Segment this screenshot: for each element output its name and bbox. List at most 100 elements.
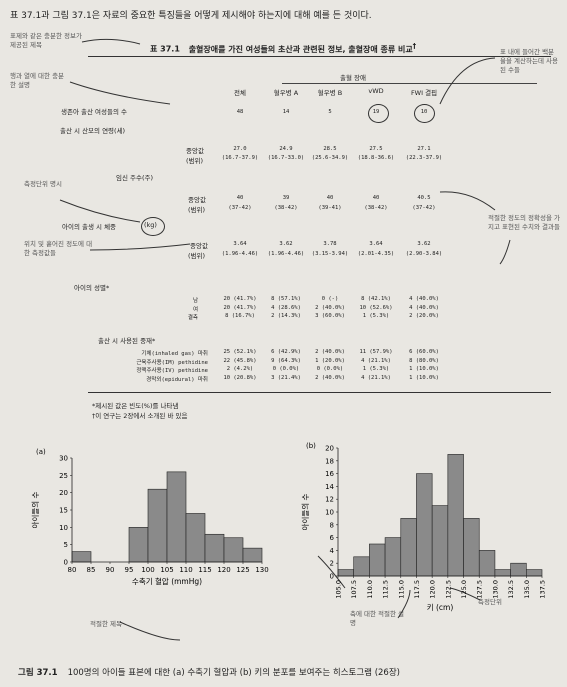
x-tick-label: 125 (236, 566, 249, 574)
note-location-spread: 위치 및 흩어진 정도에 대한 측정값들 (24, 240, 93, 257)
sex-cell: 8 (16.7%) (225, 313, 255, 319)
sex-cell: 2 (14.3%) (271, 313, 301, 319)
y-tick-label: 6 (330, 534, 335, 542)
cell-weight-ranges: (3.15-3.94) (311, 251, 349, 257)
histogram-bar (463, 518, 480, 577)
y-tick-label: 0 (330, 573, 334, 581)
cell-age-ranges: (16.7-37.9) (221, 155, 259, 161)
cell-weight-medians: 3.64 (369, 241, 383, 247)
histogram-bar (71, 551, 92, 563)
histogram-bar (353, 556, 370, 577)
cell-age-medians: 27.0 (233, 146, 247, 152)
y-tick-label: 14 (325, 483, 334, 491)
intervention-row-label: 정맥주사용(IV) pethidine (136, 368, 208, 374)
cell-survivors: 48 (236, 109, 244, 115)
cell-weight-medians: 3.78 (323, 241, 337, 247)
arrow-rows (69, 81, 171, 105)
cell-age-medians: 27.5 (369, 146, 383, 152)
histogram-bar (431, 505, 449, 577)
cell-weight-medians: 3.64 (233, 241, 247, 247)
arrow-units-b (449, 587, 481, 601)
circle-mark-vwd (368, 104, 389, 123)
cell-age-ranges: (18.8-36.6) (357, 155, 395, 161)
table-title-text: 출혈장애를 가진 여성들의 초산과 관련된 정보, 출혈장애 종류 비교 (188, 44, 413, 54)
intervention-cell: 1 (10.0%) (409, 374, 439, 381)
sex-cell: 2 (20.0%) (409, 313, 439, 319)
y-tick-label: 25 (59, 472, 68, 480)
histogram-bar (384, 537, 402, 577)
cell-survivors: 5 (328, 109, 332, 115)
y-tick-label: 30 (59, 455, 68, 463)
cell-gest-ranges: (39-41) (318, 205, 342, 211)
arrow-chart-title (119, 621, 181, 641)
figure-number: 그림 37.1 (18, 668, 58, 678)
y-tick-label: 2 (330, 560, 334, 568)
intervention-cell: 6 (60.0%) (409, 349, 439, 355)
histogram-bar (204, 533, 225, 563)
intervention-cell: 22 (45.8%) (223, 357, 257, 364)
histogram-bar (447, 454, 464, 577)
note-axis-labels: 축에 대한 적절한 설명 (350, 610, 405, 627)
histogram-bar (478, 550, 496, 577)
sex-cell: 4 (28.6%) (271, 304, 301, 311)
intervention-cell: 2 (4.2%) (226, 366, 254, 372)
histogram-bar (526, 569, 543, 577)
y-tick-label: 0 (64, 559, 68, 567)
sex-cell: 20 (41.7%) (223, 304, 257, 311)
note-percent-counts: 표 내에 들어간 백분율을 계산하는데 사용된 수들 (500, 48, 558, 74)
cell-weight-ranges: (1.96-4.46) (221, 251, 259, 257)
histogram-bar (494, 569, 511, 577)
y-tick-label: 8 (330, 521, 334, 529)
y-tick-label: 18 (325, 457, 334, 465)
footnote-2: †이 연구는 2장에서 소개된 바 있음 (92, 412, 188, 420)
x-axis-label: 수축기 혈압 (mmHg) (132, 576, 202, 586)
cell-age-ranges: (25.6-34.9) (311, 155, 349, 161)
birth-weight-label: 아이의 출생 시 체중 (62, 223, 117, 231)
x-tick-label: 132.5 (507, 580, 515, 599)
histogram-bar (185, 513, 206, 563)
histogram-bar (147, 488, 168, 563)
cell-age-medians: 27.1 (417, 146, 431, 152)
intervention-cell: 10 (20.8%) (223, 374, 257, 381)
table-dagger: † (412, 42, 417, 50)
cell-gest-medians: 40 (236, 195, 244, 201)
sex-cell: 2 (40.0%) (315, 304, 345, 311)
sex-row-label: 여 (192, 306, 198, 313)
intervention-cell: 25 (52.1%) (223, 349, 257, 355)
cell-weight-medians: 3.62 (417, 241, 431, 247)
circle-mark-kg (141, 217, 165, 236)
intervention-row-label: 기체(inhaled gas) 마취 (141, 351, 208, 357)
intervention-cell: 8 (80.0%) (409, 357, 439, 364)
arrow-units (59, 199, 141, 223)
x-tick-label: 120.0 (429, 580, 437, 599)
intervention-cell: 1 (20.0%) (315, 357, 345, 364)
cell-gest-ranges: (37-42) (228, 205, 252, 211)
age-range-label: (범위) (186, 157, 204, 165)
table-title: 표 37.1 출혈장애를 가진 여성들의 초산과 관련된 정보, 출혈장애 종류… (150, 42, 416, 55)
x-tick-label: 95 (125, 566, 134, 574)
x-tick-label: 107.5 (350, 580, 358, 599)
cell-gest-medians: 40 (326, 195, 334, 201)
group-header-rule (282, 83, 537, 84)
x-tick-label: 137.5 (539, 580, 547, 599)
x-tick-label: 130.0 (491, 580, 499, 599)
table-top-rule (88, 56, 551, 57)
intervention-cell: 11 (57.9%) (359, 349, 393, 355)
cell-survivors: 14 (282, 109, 290, 115)
circle-mark-fwi (414, 104, 435, 123)
y-axis-label: 아이들의 수 (30, 491, 40, 528)
x-tick-label: 130 (255, 566, 268, 574)
histogram-blood-pressure: (a) 0 5 10 15 20 25 30 80 85 90 95 100 105 110 115 120 12… (30, 448, 269, 586)
histogram-bar (400, 518, 417, 577)
cell-gest-medians: 40.5 (417, 195, 431, 201)
table-number: 표 37.1 (150, 44, 180, 54)
histogram-bar (223, 537, 244, 563)
column-header: 혈우병 A (273, 89, 299, 97)
histogram-bar (510, 562, 527, 577)
x-tick-label: 115.0 (397, 580, 405, 599)
y-tick-label: 4 (330, 547, 335, 555)
x-tick-label: 127.5 (476, 580, 484, 599)
arrow-xlabel (397, 589, 411, 619)
arrow-ylabel (317, 555, 346, 589)
